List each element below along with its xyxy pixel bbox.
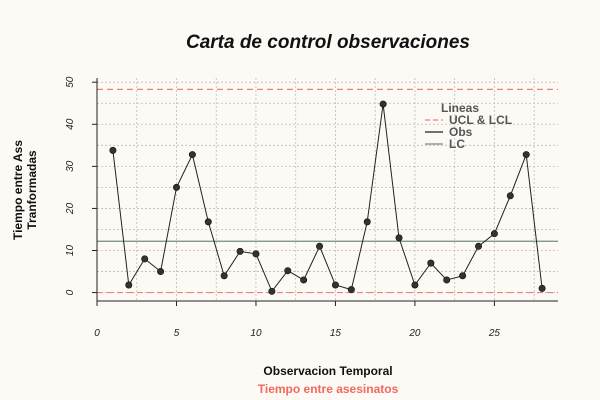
y-axis-label-line2: Tranformadas bbox=[25, 150, 39, 230]
obs-point bbox=[188, 151, 196, 159]
x-axis-label: Observacion Temporal bbox=[263, 364, 392, 378]
obs-point bbox=[490, 230, 498, 238]
y-tick-label: 30 bbox=[65, 160, 76, 172]
obs-point bbox=[506, 192, 514, 200]
x-tick-label: 5 bbox=[174, 328, 180, 339]
limit-layer bbox=[97, 88, 558, 294]
y-tick-label: 40 bbox=[65, 118, 76, 130]
obs-point bbox=[411, 281, 419, 289]
x-tick-label: 10 bbox=[250, 328, 262, 339]
y-tick-label: 0 bbox=[65, 289, 76, 295]
obs-point bbox=[236, 247, 244, 255]
obs-point bbox=[538, 284, 546, 292]
obs-point bbox=[125, 281, 133, 289]
obs-point bbox=[522, 151, 530, 159]
legend-entry-label: LC bbox=[449, 137, 465, 151]
obs-point bbox=[220, 272, 228, 280]
obs-point bbox=[459, 272, 467, 280]
obs-point bbox=[331, 281, 339, 289]
obs-point bbox=[268, 287, 276, 295]
obs-point bbox=[252, 250, 260, 258]
obs-point bbox=[300, 276, 308, 284]
obs-point bbox=[395, 234, 403, 242]
obs-point bbox=[475, 242, 483, 250]
obs-point bbox=[363, 218, 371, 226]
legend-entry-label: Obs bbox=[449, 125, 473, 139]
obs-point bbox=[284, 267, 292, 275]
obs-point bbox=[204, 218, 212, 226]
x-tick-label: 15 bbox=[330, 328, 342, 339]
series-layer bbox=[109, 100, 546, 295]
obs-point bbox=[172, 183, 180, 191]
legend-entry-label: UCL & LCL bbox=[449, 113, 512, 127]
x-tick-label: 20 bbox=[408, 328, 421, 339]
chart-title: Carta de control observaciones bbox=[186, 32, 470, 53]
y-tick-label: 10 bbox=[65, 245, 76, 257]
obs-point bbox=[141, 255, 149, 263]
obs-point bbox=[347, 286, 355, 294]
legend-title: Lineas bbox=[441, 101, 479, 115]
x-tick-label: 25 bbox=[488, 328, 501, 339]
obs-point bbox=[316, 242, 324, 250]
y-tick-label: 20 bbox=[65, 202, 76, 215]
chart-caption: Tiempo entre asesinatos bbox=[258, 382, 399, 396]
y-tick-label: 50 bbox=[65, 76, 76, 88]
obs-point bbox=[109, 146, 117, 154]
obs-point bbox=[427, 259, 435, 267]
obs-point bbox=[379, 100, 387, 108]
obs-point bbox=[443, 276, 451, 284]
x-tick-label: 0 bbox=[94, 328, 100, 339]
grid-layer bbox=[97, 78, 558, 301]
y-axis-label-line1: Tiempo entre Ass bbox=[11, 140, 25, 240]
axis-layer: 0 5 10 15 20 25 0 10 20 30 40 50 bbox=[65, 76, 558, 339]
obs-series-line bbox=[112, 104, 543, 293]
obs-point bbox=[157, 268, 165, 276]
